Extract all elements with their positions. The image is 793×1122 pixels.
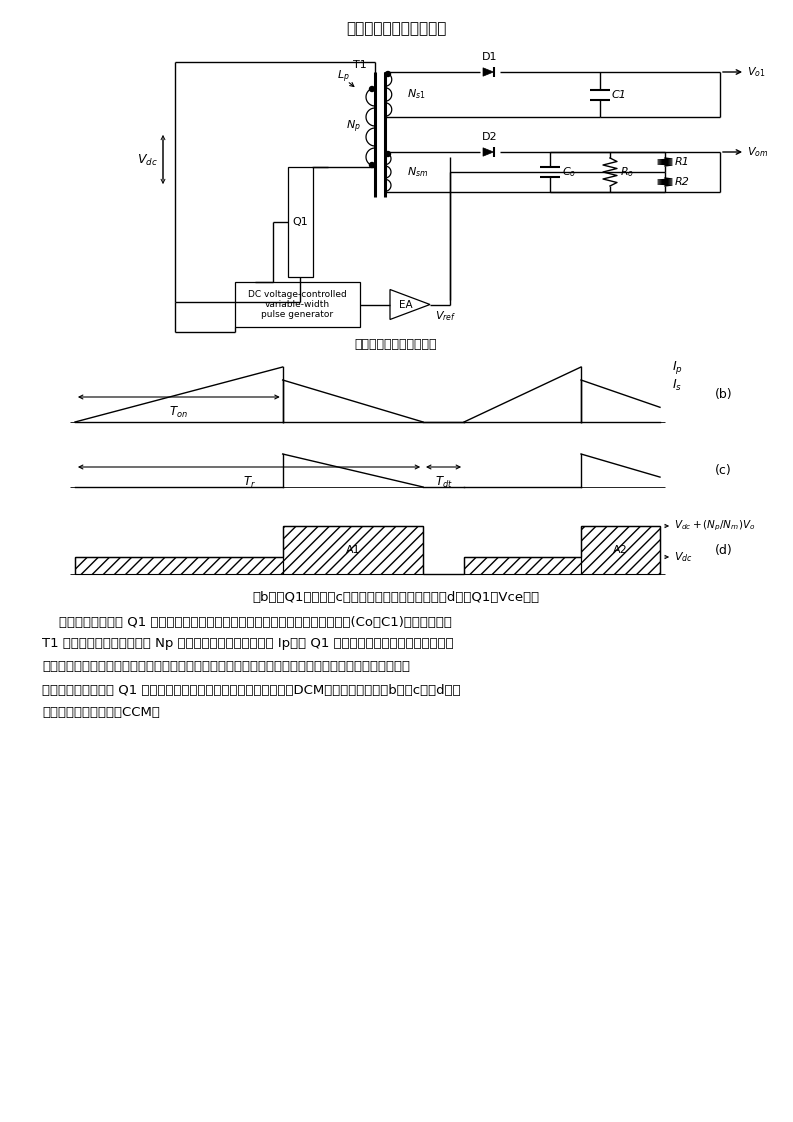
Bar: [235, 282, 360, 327]
Text: 工作原理如下：当 Q1 导通时，所有的次级侧整流二极管都反向截止，输出电容(Co、C1)给负载供电。: 工作原理如下：当 Q1 导通时，所有的次级侧整流二极管都反向截止，输出电容(Co…: [42, 616, 452, 628]
Text: EA: EA: [399, 300, 413, 310]
Circle shape: [370, 163, 374, 167]
Text: C1: C1: [612, 90, 627, 100]
Text: $V_{o1}$: $V_{o1}$: [747, 65, 765, 79]
Text: Q1: Q1: [292, 217, 308, 227]
Text: (c): (c): [715, 465, 732, 477]
Text: $T_r$: $T_r$: [243, 475, 255, 490]
Text: $N_{sm}$: $N_{sm}$: [407, 165, 428, 178]
Text: 级侧电流在下一周期 Q1 导通前下降到零，则电路工作于断续模式（DCM），波形如上图（b）（c）（d），: 级侧电流在下一周期 Q1 导通前下降到零，则电路工作于断续模式（DCM），波形如…: [42, 683, 461, 697]
Text: $V_{ref}$: $V_{ref}$: [435, 310, 456, 323]
Text: $L_p$: $L_p$: [336, 68, 350, 85]
Text: $V_{dc}+(N_p/N_m)V_o$: $V_{dc}+(N_p/N_m)V_o$: [674, 518, 756, 533]
Text: pulse generator: pulse generator: [262, 310, 334, 319]
Text: (b): (b): [715, 388, 733, 401]
Text: (d): (d): [715, 543, 733, 557]
Text: D1: D1: [482, 52, 498, 62]
Text: DC voltage-controlled: DC voltage-controlled: [248, 289, 347, 298]
Text: $V_{om}$: $V_{om}$: [747, 145, 768, 159]
Circle shape: [385, 72, 390, 76]
Text: D2: D2: [482, 132, 498, 142]
Text: $N_p$: $N_p$: [346, 119, 361, 135]
Text: 单端反激拓扑的基本电路: 单端反激拓扑的基本电路: [354, 338, 437, 350]
Text: variable-width: variable-width: [265, 300, 330, 309]
Text: A1: A1: [346, 545, 360, 555]
Text: $C_o$: $C_o$: [562, 165, 577, 178]
Text: 反之则处于连续模式（CCM）: 反之则处于连续模式（CCM）: [42, 706, 160, 718]
Text: 侧整流二极管导通，同时初级侧线圈储存的能量传递到次级，提供负载电流，同时给输出电容充电。若次: 侧整流二极管导通，同时初级侧线圈储存的能量传递到次级，提供负载电流，同时给输出电…: [42, 661, 410, 673]
Polygon shape: [483, 67, 493, 76]
Text: $I_s$: $I_s$: [672, 377, 682, 393]
Text: 单端反激拓扑的基本电路: 单端反激拓扑的基本电路: [346, 21, 446, 37]
Text: $N_{s1}$: $N_{s1}$: [407, 88, 426, 101]
Text: T1 相当于一个纯电感，流过 Np 的电流线性上升，达到峰値 Ip。当 Q1 关断时，所有绕组电压反向，次级: T1 相当于一个纯电感，流过 Np 的电流线性上升，达到峰値 Ip。当 Q1 关…: [42, 637, 454, 651]
Text: $I_p$: $I_p$: [672, 359, 683, 376]
Bar: [464, 557, 581, 574]
Circle shape: [385, 151, 390, 156]
Bar: [288, 167, 312, 277]
Text: R2: R2: [675, 177, 690, 187]
Text: （b）为Q1电流，（c）为次级整流二极管电流，（d）为Q1的Vce电压: （b）为Q1电流，（c）为次级整流二极管电流，（d）为Q1的Vce电压: [252, 590, 539, 604]
Circle shape: [370, 86, 374, 92]
Bar: [581, 526, 660, 574]
Text: $T_{dt}$: $T_{dt}$: [435, 475, 453, 490]
Text: A2: A2: [613, 545, 628, 555]
Text: $R_o$: $R_o$: [620, 165, 634, 178]
Text: $V_{dc}$: $V_{dc}$: [674, 550, 693, 564]
Bar: [282, 526, 423, 574]
Text: $V_{dc}$: $V_{dc}$: [136, 153, 157, 167]
Text: $T_{on}$: $T_{on}$: [170, 405, 188, 420]
Bar: [75, 557, 282, 574]
Text: T1: T1: [353, 59, 367, 70]
Text: R1: R1: [675, 157, 690, 167]
Polygon shape: [483, 148, 493, 156]
